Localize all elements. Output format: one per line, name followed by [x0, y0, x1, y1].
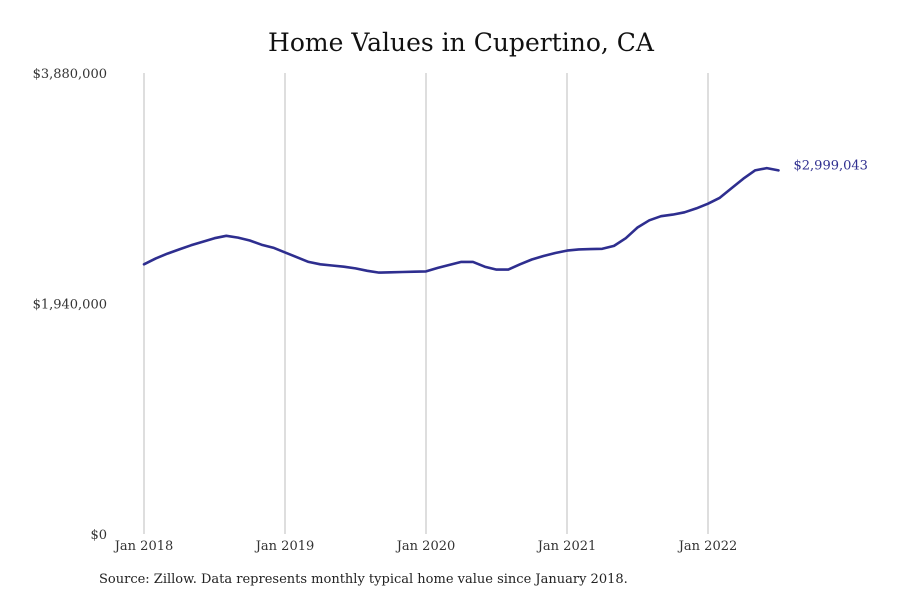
- series-line-home-value: [142, 166, 780, 274]
- x-tick-label: Jan 2021: [536, 539, 597, 554]
- y-axis-ticks: $0 $1,940,000 $3,880,000: [33, 67, 107, 543]
- x-axis-ticks: Jan 2018 Jan 2019 Jan 2020 Jan 2021 Jan 2022: [113, 539, 738, 554]
- source-note: Source: Zillow. Data represents monthly …: [99, 572, 628, 587]
- x-tick-label: Jan 2020: [395, 539, 456, 554]
- chart-title: Home Values in Cupertino, CA: [268, 28, 655, 57]
- y-tick-label: $3,880,000: [33, 67, 107, 82]
- x-tick-label: Jan 2022: [677, 539, 738, 554]
- y-tick-label: $0: [90, 528, 107, 543]
- x-tick-label: Jan 2018: [113, 539, 174, 554]
- y-tick-label: $1,940,000: [33, 298, 107, 313]
- gridlines: [143, 73, 709, 534]
- end-value-label: $2,999,043: [794, 158, 868, 173]
- x-tick-label: Jan 2019: [254, 539, 315, 554]
